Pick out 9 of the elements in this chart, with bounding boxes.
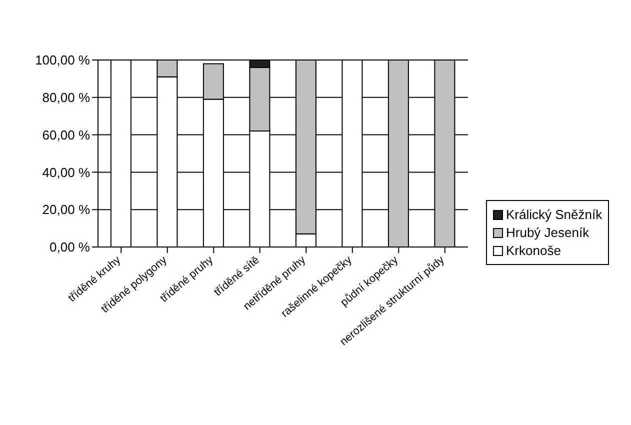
legend-label: Krkonoše [506, 243, 561, 258]
legend-label: Králický Sněžník [506, 207, 602, 222]
y-tick-label: 80,00 % [42, 90, 90, 106]
y-tick-label: 20,00 % [42, 202, 90, 218]
legend-label: Hrubý Jeseník [506, 225, 590, 240]
y-tick-label: 0,00 % [50, 240, 90, 255]
y-tick-label: 100,00 % [35, 52, 90, 68]
y-tick-label: 60,00 % [42, 127, 90, 142]
y-tick-label: 40,00 % [42, 164, 90, 180]
